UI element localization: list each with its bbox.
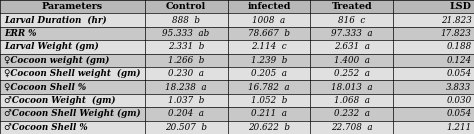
Text: 0.252  a: 0.252 a xyxy=(334,69,370,78)
Text: 816  c: 816 c xyxy=(338,16,365,25)
Text: 1.037  b: 1.037 b xyxy=(168,96,204,105)
Bar xyxy=(0,107,474,121)
Text: 0.230  a: 0.230 a xyxy=(168,69,204,78)
Text: 20.622  b: 20.622 b xyxy=(248,123,290,132)
Text: 1.052  b: 1.052 b xyxy=(251,96,287,105)
Bar xyxy=(0,80,474,94)
Text: 21.823: 21.823 xyxy=(441,16,472,25)
Text: 1.266  b: 1.266 b xyxy=(168,56,204,65)
Text: 1.400  a: 1.400 a xyxy=(334,56,370,65)
Text: ♀Cocoon Shell %: ♀Cocoon Shell % xyxy=(4,83,86,92)
Text: 18.013  a: 18.013 a xyxy=(331,83,373,92)
Bar xyxy=(0,94,474,107)
Text: 17.823: 17.823 xyxy=(441,29,472,38)
Bar xyxy=(0,13,474,27)
Text: LSD: LSD xyxy=(450,2,472,11)
Text: 78.667  b: 78.667 b xyxy=(248,29,290,38)
Text: Treated: Treated xyxy=(332,2,372,11)
Text: 0.188: 0.188 xyxy=(447,42,472,51)
Text: Control: Control xyxy=(166,2,206,11)
Text: 20.507  b: 20.507 b xyxy=(165,123,207,132)
Text: 3.833: 3.833 xyxy=(447,83,472,92)
Text: 1.068  a: 1.068 a xyxy=(334,96,370,105)
Text: 22.708  a: 22.708 a xyxy=(331,123,373,132)
Text: 1.211: 1.211 xyxy=(447,123,472,132)
Text: 0.211  a: 0.211 a xyxy=(251,109,287,118)
Bar xyxy=(0,40,474,54)
Text: ♂Cocoon Shell %: ♂Cocoon Shell % xyxy=(4,123,88,132)
Text: 2.114  c: 2.114 c xyxy=(251,42,287,51)
Text: 888  b: 888 b xyxy=(172,16,200,25)
Text: 0.030: 0.030 xyxy=(447,96,472,105)
Bar xyxy=(0,67,474,80)
Text: 16.782  a: 16.782 a xyxy=(248,83,290,92)
Text: infected: infected xyxy=(247,2,291,11)
Text: Larval Duration  (hr): Larval Duration (hr) xyxy=(4,16,107,25)
Text: Parameters: Parameters xyxy=(42,2,103,11)
Text: 2.331  b: 2.331 b xyxy=(168,42,204,51)
Text: 0.204  a: 0.204 a xyxy=(168,109,204,118)
Text: 0.232  a: 0.232 a xyxy=(334,109,370,118)
Bar xyxy=(0,121,474,134)
Text: ♂Cocoon Weight  (gm): ♂Cocoon Weight (gm) xyxy=(4,96,115,105)
Bar xyxy=(0,0,474,13)
Text: ERR %: ERR % xyxy=(4,29,36,38)
Text: 18.238  a: 18.238 a xyxy=(165,83,207,92)
Text: 0.054: 0.054 xyxy=(447,109,472,118)
Text: 1.239  b: 1.239 b xyxy=(251,56,287,65)
Text: ♂Cocoon Shell Weight (gm): ♂Cocoon Shell Weight (gm) xyxy=(4,109,140,118)
Text: 0.054: 0.054 xyxy=(447,69,472,78)
Text: 95.333  ab: 95.333 ab xyxy=(163,29,210,38)
Bar xyxy=(0,27,474,40)
Text: Larval Weight (gm): Larval Weight (gm) xyxy=(4,42,99,51)
Text: 1008  a: 1008 a xyxy=(252,16,286,25)
Text: 2.631  a: 2.631 a xyxy=(334,42,370,51)
Text: 0.205  a: 0.205 a xyxy=(251,69,287,78)
Bar xyxy=(0,54,474,67)
Text: ♀Cocoon Shell weight  (gm): ♀Cocoon Shell weight (gm) xyxy=(4,69,140,78)
Text: 0.124: 0.124 xyxy=(447,56,472,65)
Text: 97.333  a: 97.333 a xyxy=(331,29,373,38)
Text: ♀Cocoon weight (gm): ♀Cocoon weight (gm) xyxy=(4,56,109,65)
